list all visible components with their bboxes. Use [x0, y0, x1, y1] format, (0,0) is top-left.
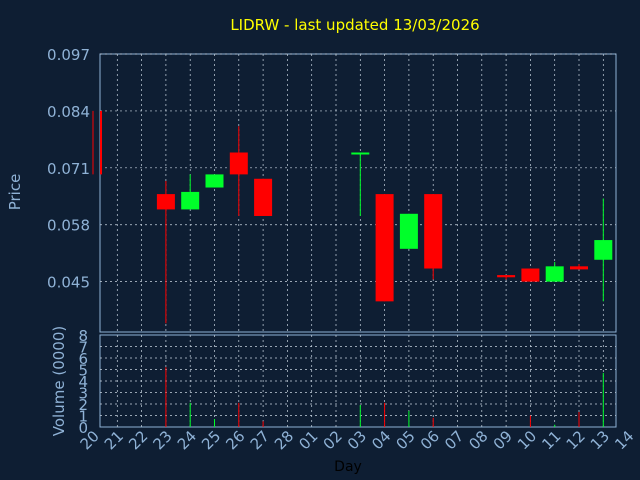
candle-body-04: [375, 194, 394, 302]
candle-body-09: [497, 275, 516, 278]
price-tick-label: 0.097: [47, 46, 90, 64]
candle-body-11: [545, 266, 564, 282]
candle-body-10: [521, 268, 540, 282]
price-tick-label: 0.045: [47, 274, 90, 292]
candle-body-27: [254, 178, 273, 216]
candle-body-25: [205, 174, 224, 188]
price-tick-labels: 0.097 0.084 0.071 0.058 0.045: [47, 46, 90, 292]
volume-tick-label: 5: [78, 362, 88, 380]
price-axis-label: Price: [6, 174, 24, 211]
day-gridlines: [116, 54, 604, 427]
price-tick-label: 0.058: [47, 217, 90, 235]
volume-tick-label: 1: [78, 408, 88, 426]
volume-tick-label: 7: [78, 339, 88, 357]
candle-body-12: [570, 266, 588, 270]
price-panel-frame: [99, 53, 617, 333]
candle-body-26: [229, 152, 248, 175]
volume-tick-label: 0: [78, 419, 88, 437]
candle-body-06: [424, 194, 443, 269]
day-axis-label: Day: [334, 459, 362, 475]
volume-bars: [165, 367, 604, 427]
candle-body-03: [351, 152, 370, 155]
candle-body-05: [399, 213, 418, 249]
price-tick-label: 0.071: [47, 160, 90, 178]
candle-body-24: [181, 191, 200, 210]
volume-tick-label: 8: [78, 327, 88, 345]
volume-tick-label: 3: [78, 385, 88, 403]
candle-body-23: [156, 194, 175, 210]
volume-axis-label: Volume (0000): [50, 326, 68, 436]
candle-body-20: [100, 110, 102, 175]
volume-tick-label: 4: [78, 373, 88, 391]
volume-tick-label: 6: [78, 350, 88, 368]
day-tick-labels: 2021222324252627280102030405060708091011…: [77, 427, 638, 453]
candlesticks: [92, 110, 613, 324]
candle-body-13: [594, 240, 613, 260]
price-tick-label: 0.084: [47, 103, 90, 121]
volume-tick-label: 2: [78, 396, 88, 414]
chart-title: LIDRW - last updated 13/03/2026: [230, 16, 479, 34]
